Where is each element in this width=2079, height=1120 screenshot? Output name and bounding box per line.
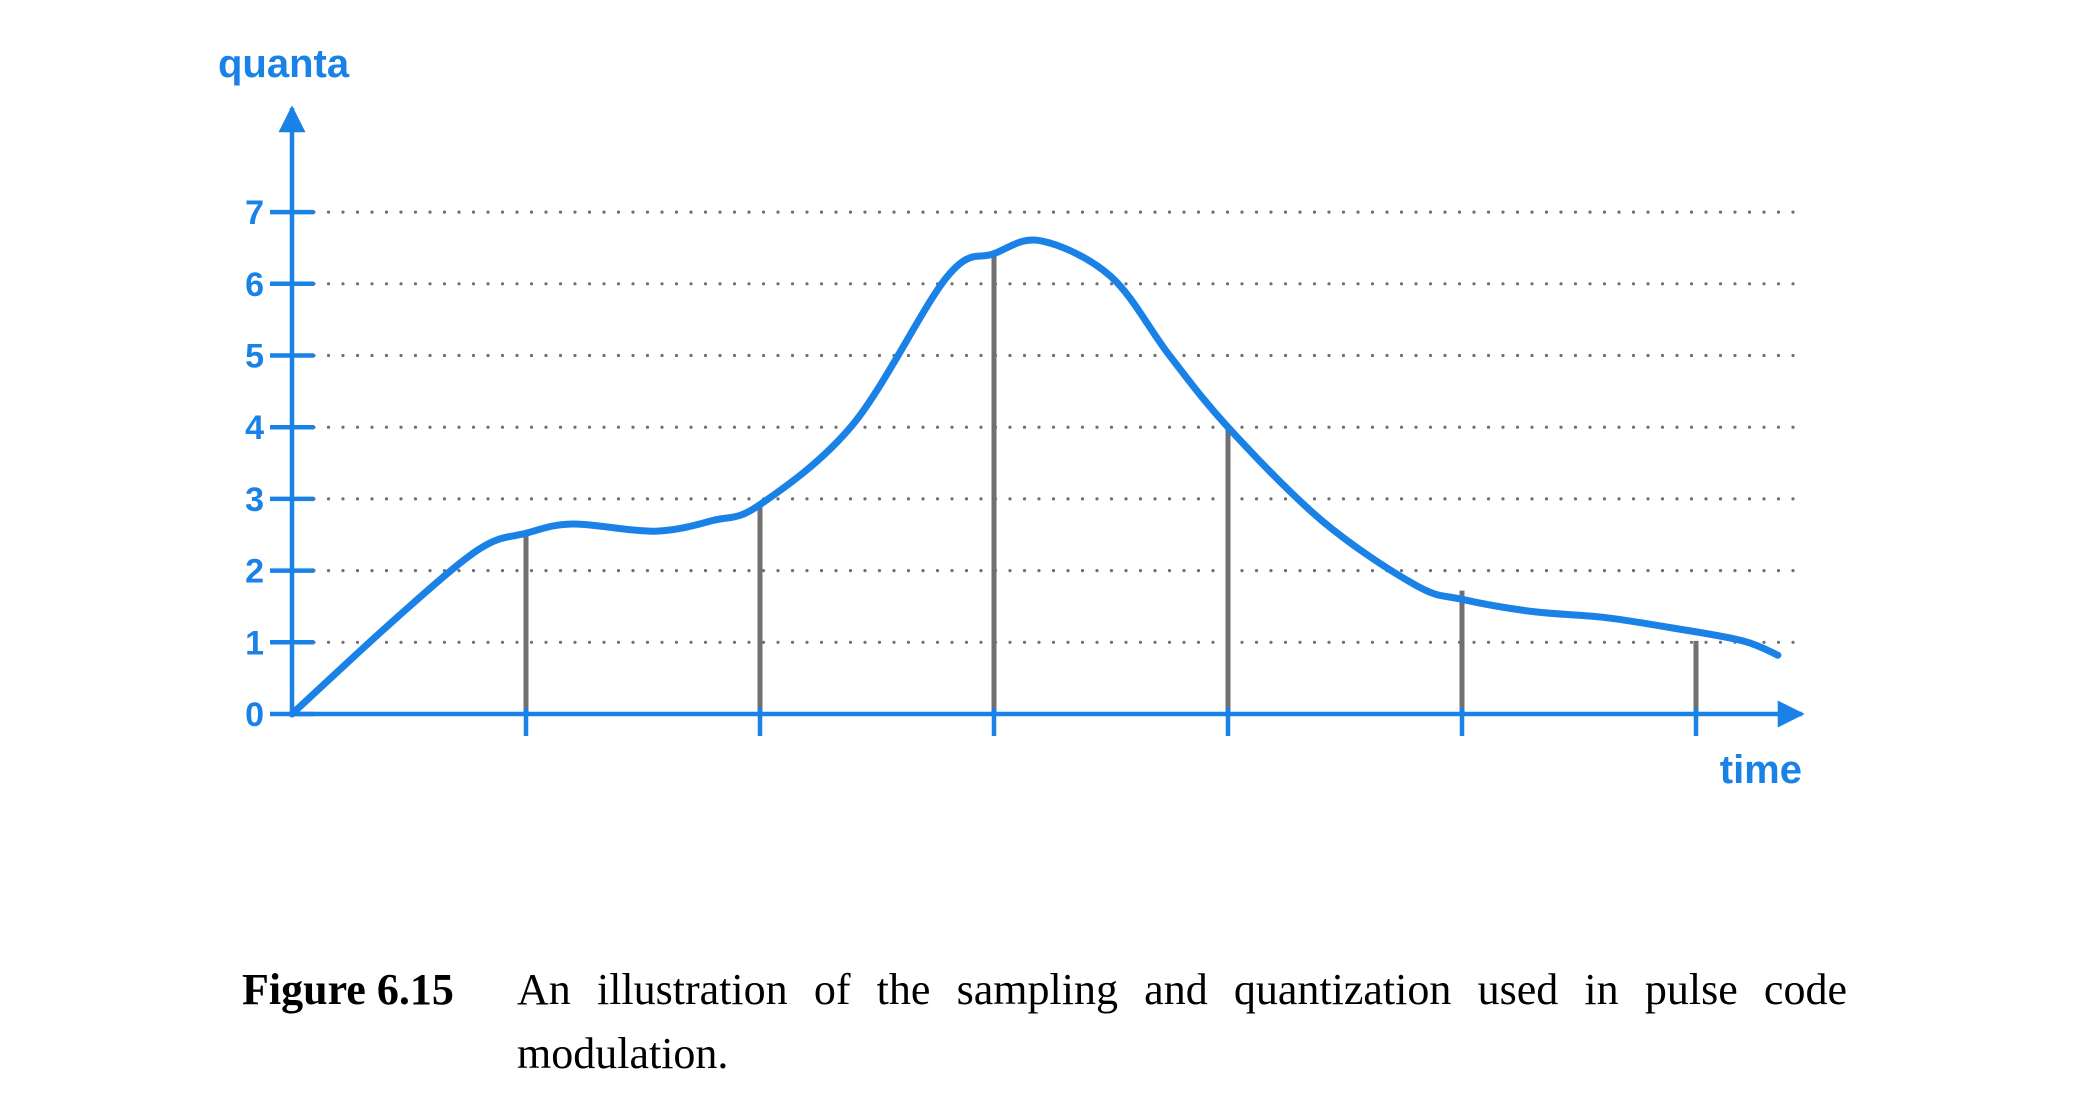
signal-curve: [288, 236, 1782, 718]
sample-lines: [523, 251, 1699, 714]
axis-labels: quanta time 0 1 2 3 4 5 6 7: [218, 42, 1802, 792]
y-tick-label-7: 7: [245, 194, 264, 232]
y-tick-label-0: 0: [245, 696, 264, 734]
y-tick-label-1: 1: [245, 624, 264, 662]
y-tick-label-3: 3: [245, 481, 264, 519]
grid-lines: [312, 210, 1804, 644]
axes: [270, 105, 1805, 736]
y-tick-label-5: 5: [245, 338, 264, 376]
figure-caption: Figure 6.15 An illustration of the sampl…: [242, 958, 1847, 1086]
y-axis-label: quanta: [218, 42, 350, 86]
caption-text: An illustration of the sampling and quan…: [517, 965, 1847, 1078]
y-tick-label-4: 4: [245, 409, 264, 447]
y-tick-label-2: 2: [245, 553, 264, 591]
x-axis-label: time: [1720, 748, 1802, 792]
y-tick-label-6: 6: [245, 266, 264, 304]
caption-label: Figure 6.15: [242, 965, 454, 1014]
signal-line: [288, 236, 1782, 718]
